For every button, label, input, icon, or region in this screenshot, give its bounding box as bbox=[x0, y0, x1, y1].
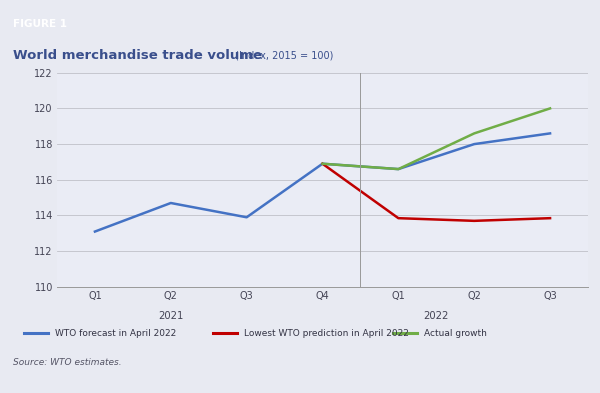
Text: FIGURE 1: FIGURE 1 bbox=[13, 19, 67, 29]
Text: Actual growth: Actual growth bbox=[424, 329, 487, 338]
Text: 2021: 2021 bbox=[158, 311, 184, 321]
Text: Source: WTO estimates.: Source: WTO estimates. bbox=[13, 358, 122, 367]
Text: 2022: 2022 bbox=[424, 311, 449, 321]
Text: Lowest WTO prediction in April 2022: Lowest WTO prediction in April 2022 bbox=[244, 329, 409, 338]
Text: World merchandise trade volume: World merchandise trade volume bbox=[13, 50, 262, 62]
Text: (Index, 2015 = 100): (Index, 2015 = 100) bbox=[232, 51, 334, 61]
Text: WTO forecast in April 2022: WTO forecast in April 2022 bbox=[55, 329, 176, 338]
